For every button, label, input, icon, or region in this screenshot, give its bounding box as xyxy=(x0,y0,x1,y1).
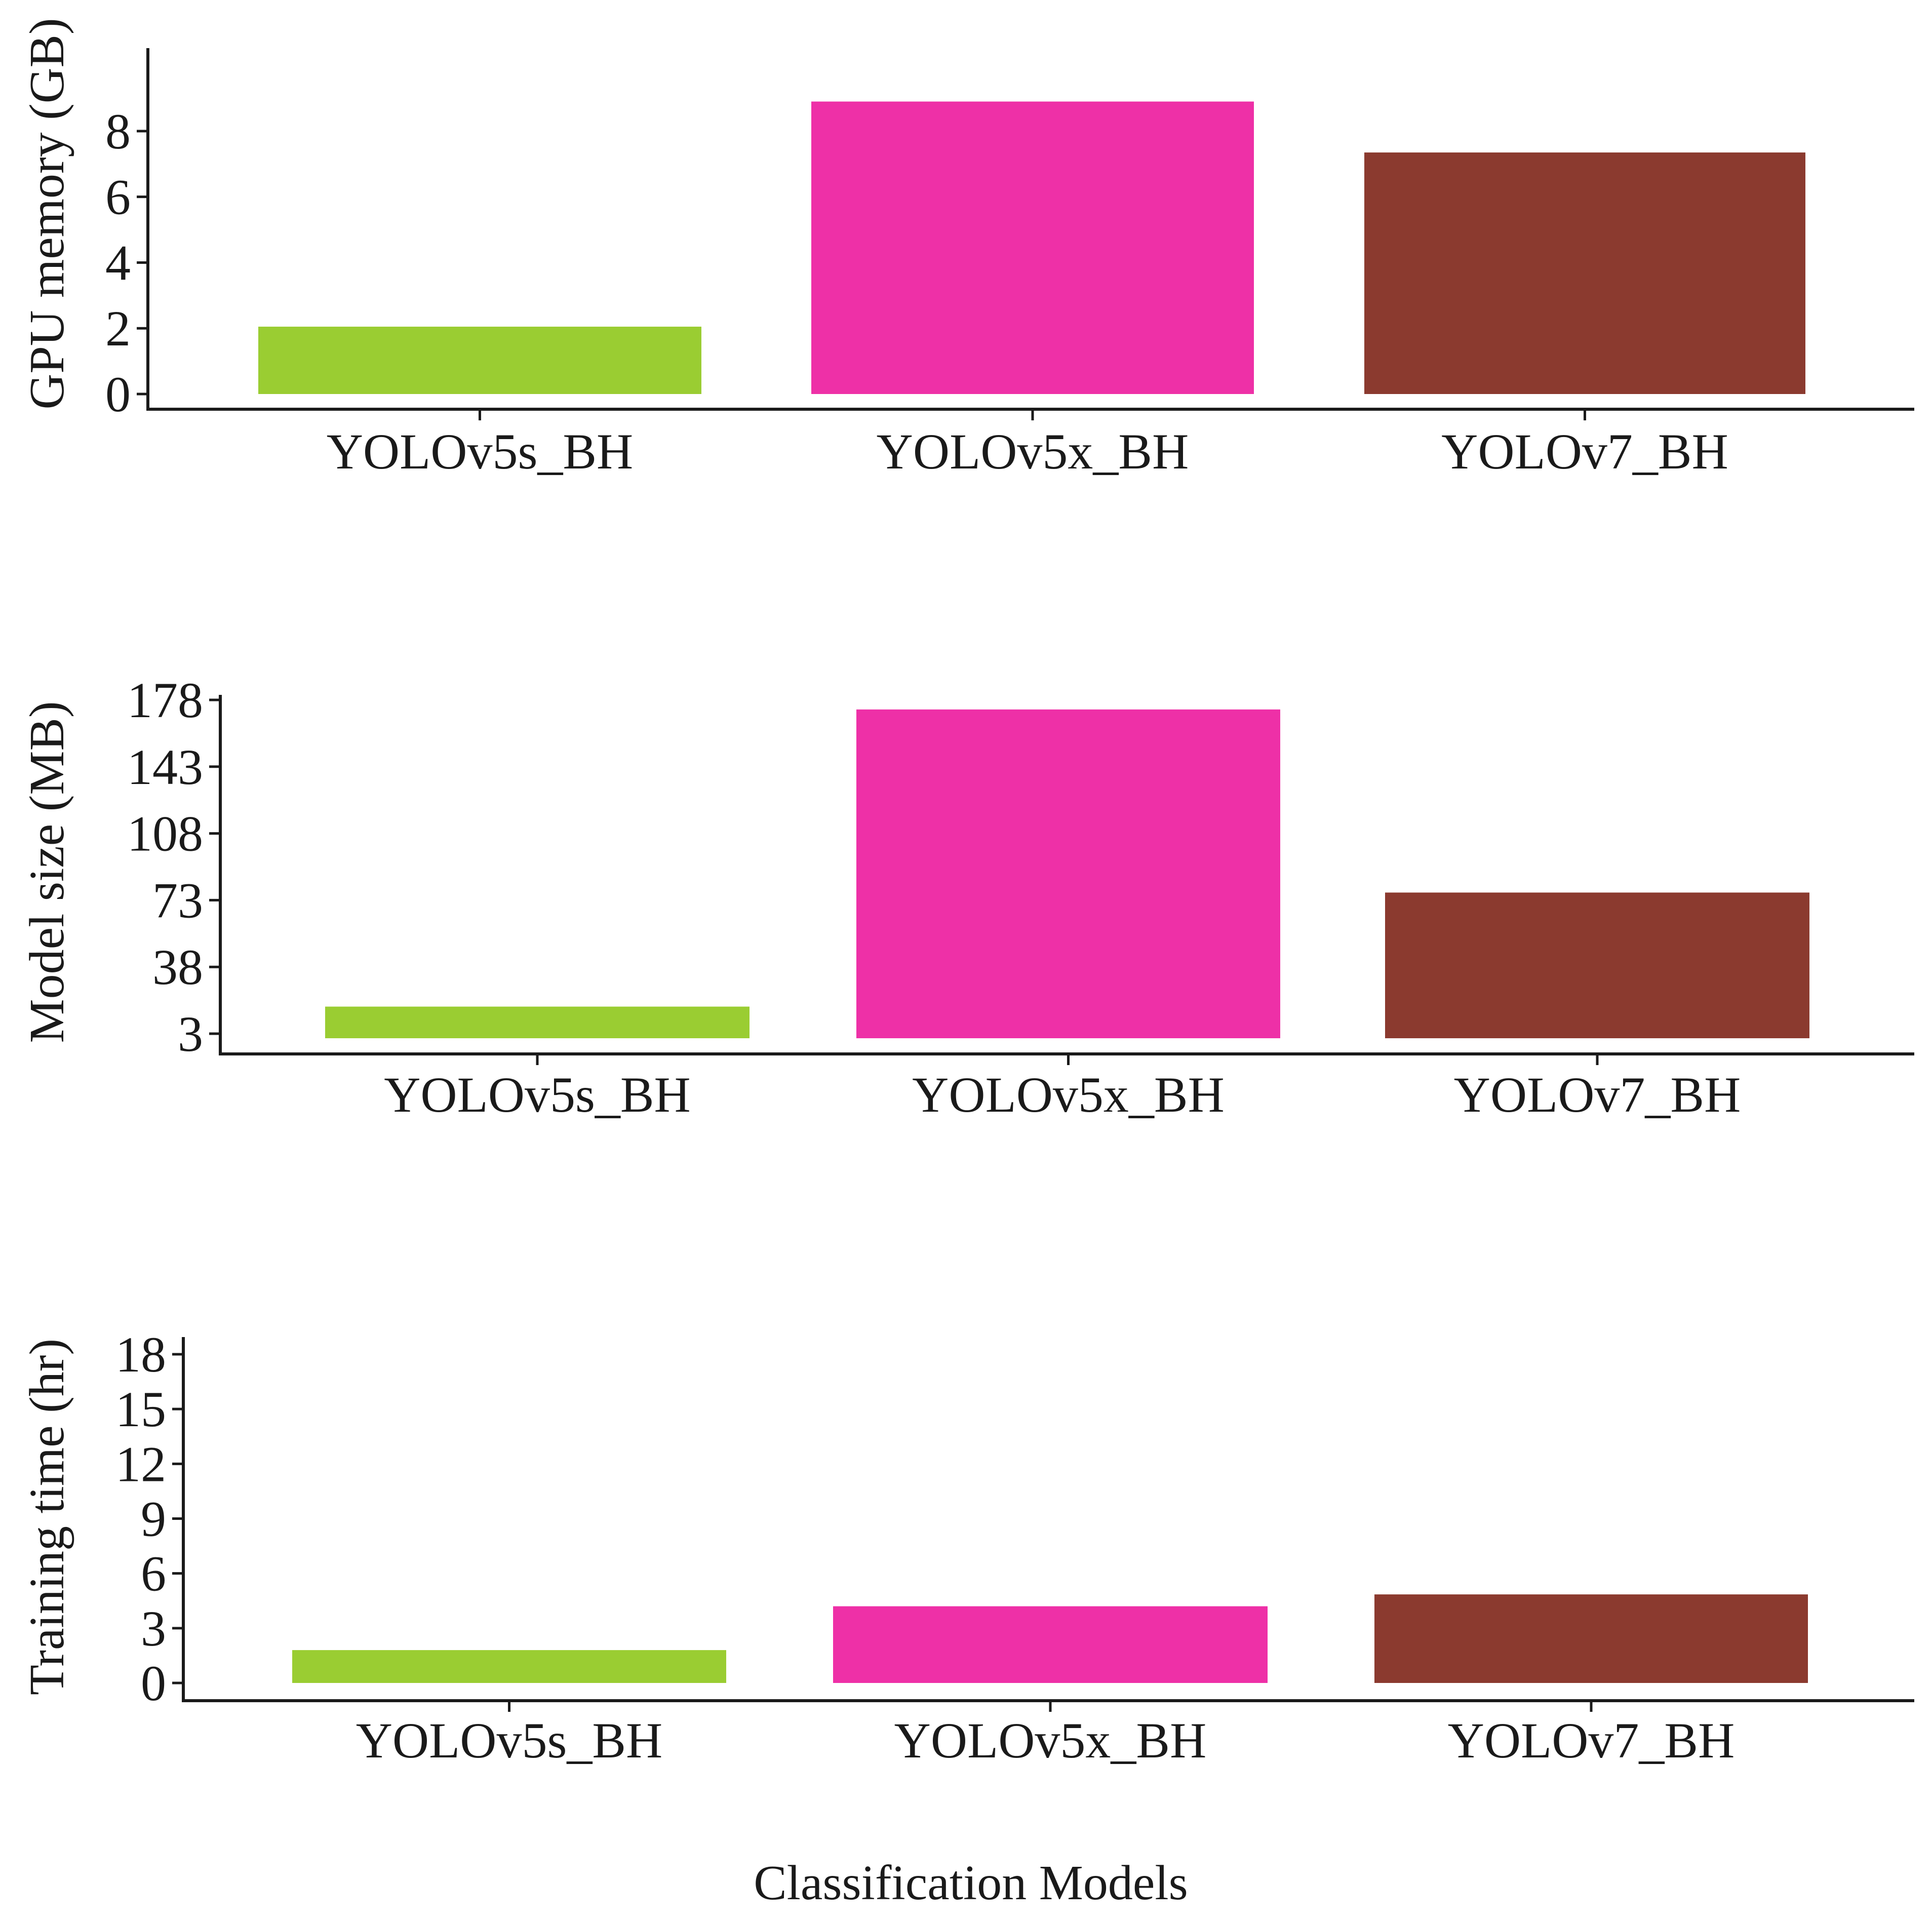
training-time-bar-yolov5x-bh xyxy=(833,1606,1268,1683)
training-time-y-tick-label: 0 xyxy=(141,1655,166,1711)
gpu-memory-category-label: YOLOv5x_BH xyxy=(877,423,1189,480)
gpu-memory-panel: GPU memory (GB) 0 2 4 6 8 YOLOv5s_BH YOLOv5x_B… xyxy=(20,18,1914,480)
gpu-memory-y-tick-label: 6 xyxy=(105,169,131,225)
gpu-memory-category-label: YOLOv5s_BH xyxy=(327,423,634,480)
training-time-bar-yolov5s-bh xyxy=(292,1650,726,1683)
gpu-memory-y-tick-label: 2 xyxy=(105,300,131,357)
training-time-y-tick-label: 15 xyxy=(115,1381,166,1437)
training-time-y-tick-label: 18 xyxy=(115,1326,166,1383)
model-size-y-tick-label: 178 xyxy=(127,672,203,728)
training-time-category-label: YOLOv5s_BH xyxy=(356,1712,663,1769)
gpu-memory-bar-yolov5x-bh xyxy=(811,101,1254,394)
model-size-bar-yolov5s-bh xyxy=(325,1006,750,1038)
model-size-y-tick-label: 108 xyxy=(127,806,203,862)
model-size-y-axis-title: Model size (MB) xyxy=(20,701,74,1043)
training-time-y-tick-label: 3 xyxy=(141,1600,166,1657)
gpu-memory-bar-yolov7-bh xyxy=(1364,152,1805,394)
training-time-y-tick-label: 12 xyxy=(115,1436,166,1492)
training-time-y-tick-label: 9 xyxy=(141,1491,166,1547)
gpu-memory-category-label: YOLOv7_BH xyxy=(1441,423,1728,480)
model-size-bar-yolov7-bh xyxy=(1385,892,1809,1038)
model-size-y-tick-label: 73 xyxy=(152,872,203,928)
gpu-memory-y-tick-label: 4 xyxy=(105,234,131,291)
model-size-y-tick-label: 143 xyxy=(127,739,203,795)
training-time-y-tick-label: 6 xyxy=(141,1546,166,1602)
gpu-memory-y-axis-title: GPU memory (GB) xyxy=(20,18,74,409)
model-size-y-tick-label: 38 xyxy=(152,939,203,995)
training-time-category-label: YOLOv7_BH xyxy=(1448,1712,1735,1769)
model-size-y-tick-label: 3 xyxy=(178,1006,203,1062)
gpu-memory-y-tick-label: 0 xyxy=(105,366,131,422)
model-size-category-label: YOLOv5s_BH xyxy=(384,1067,691,1123)
gpu-memory-bar-yolov5s-bh xyxy=(258,326,701,394)
model-size-category-label: YOLOv5x_BH xyxy=(912,1067,1225,1123)
model-size-category-label: YOLOv7_BH xyxy=(1454,1067,1741,1123)
model-size-bar-yolov5x-bh xyxy=(856,709,1280,1038)
training-time-category-label: YOLOv5x_BH xyxy=(894,1712,1207,1769)
training-time-bar-yolov7-bh xyxy=(1374,1594,1808,1683)
x-axis-title: Classification Models xyxy=(754,1856,1188,1910)
model-size-panel: Model size (MB) 3 38 73 108 143 178 YOLOv5s_BH… xyxy=(20,672,1914,1123)
training-time-y-axis-title: Training time (hr) xyxy=(20,1339,74,1695)
gpu-memory-y-tick-label: 8 xyxy=(105,103,131,160)
